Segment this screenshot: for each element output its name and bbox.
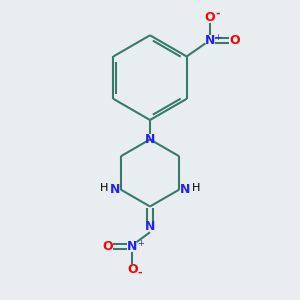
- Text: O: O: [229, 34, 240, 47]
- Text: N: N: [204, 34, 215, 47]
- Text: N: N: [145, 220, 155, 233]
- Text: +: +: [137, 239, 144, 248]
- Text: H: H: [100, 183, 109, 193]
- Text: N: N: [110, 183, 120, 196]
- Text: O: O: [204, 11, 215, 24]
- Text: N: N: [180, 183, 190, 196]
- Text: +: +: [214, 33, 221, 42]
- Text: N: N: [127, 240, 137, 253]
- Text: N: N: [145, 133, 155, 146]
- Text: -: -: [138, 268, 142, 278]
- Text: -: -: [215, 9, 220, 19]
- Text: O: O: [127, 263, 138, 276]
- Text: O: O: [102, 240, 113, 253]
- Text: H: H: [191, 183, 200, 193]
